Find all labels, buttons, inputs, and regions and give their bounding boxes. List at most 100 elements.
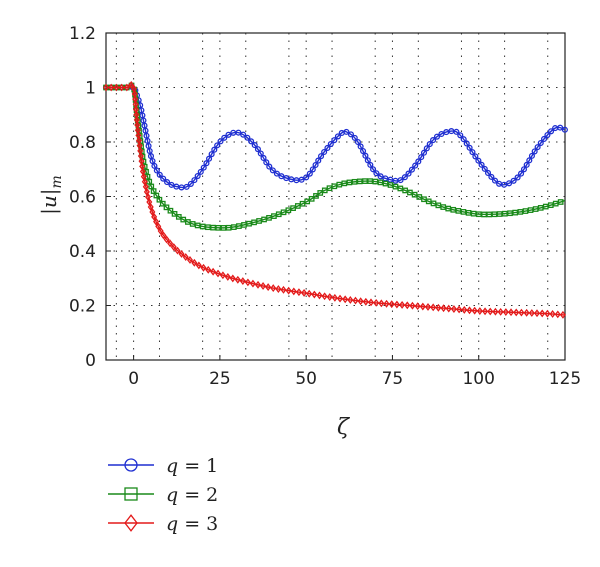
data-point [469, 149, 476, 156]
data-point [317, 153, 325, 160]
data-point [174, 246, 181, 255]
data-point [214, 142, 221, 149]
data-point [526, 157, 533, 164]
y-axis-label-sub: m [49, 175, 65, 188]
svg-text:|u|m: |u|m [37, 175, 65, 215]
data-point [315, 157, 322, 164]
data-point [561, 126, 568, 133]
data-point [412, 162, 419, 169]
data-point [306, 289, 313, 298]
data-point [466, 306, 473, 315]
data-point [534, 144, 541, 151]
legend-label-value: = 2 [178, 484, 218, 506]
data-point [476, 211, 482, 218]
data-point [102, 83, 110, 92]
data-point [419, 302, 426, 311]
data-point [531, 148, 538, 155]
data-point [270, 284, 277, 293]
data-point [367, 298, 375, 307]
series-3 [102, 80, 566, 319]
data-point [522, 208, 529, 214]
data-point [347, 296, 354, 304]
data-point [160, 175, 167, 182]
data-point [544, 309, 551, 318]
data-point [254, 280, 262, 289]
data-point [377, 179, 384, 186]
y-tick-label: 0.2 [69, 297, 96, 317]
x-axis: 0 25 50 75 100 125 [128, 355, 581, 389]
data-point [224, 273, 231, 281]
data-point [373, 170, 380, 177]
data-point [433, 133, 441, 140]
data-point [331, 137, 338, 144]
data-point [234, 275, 241, 284]
data-point [257, 150, 264, 157]
legend-label: q = 3 [166, 513, 218, 535]
data-point [512, 209, 519, 216]
data-point [163, 204, 170, 211]
data-point [408, 166, 415, 173]
legend: q = 1 q = 2 q = 3 [108, 455, 218, 535]
data-point [337, 294, 344, 303]
data-point [440, 304, 447, 313]
data-point [206, 155, 213, 162]
data-point [377, 173, 384, 180]
y-axis: 0 0.2 0.4 0.6 0.8 1 1.2 [69, 24, 111, 371]
data-point [481, 165, 488, 172]
series-markers [102, 80, 566, 319]
data-point [532, 206, 539, 212]
data-point [210, 267, 217, 276]
data-point [557, 199, 564, 205]
data-point [239, 277, 246, 286]
data-point [311, 290, 318, 299]
series-line [106, 84, 566, 316]
data-point [295, 288, 302, 297]
data-point [557, 124, 564, 131]
data-point [465, 209, 472, 216]
data-point [321, 292, 328, 301]
data-point [399, 300, 406, 309]
data-point [356, 178, 363, 185]
data-point [510, 177, 517, 184]
data-point [476, 307, 483, 315]
data-point [155, 222, 162, 231]
data-point [278, 173, 285, 180]
data-point [420, 149, 428, 156]
data-point [351, 178, 358, 185]
series-markers [103, 82, 564, 231]
data-point [378, 299, 385, 308]
data-point [549, 310, 556, 318]
data-point [205, 265, 212, 274]
x-tick-label: 50 [295, 369, 317, 389]
data-point [205, 224, 211, 231]
data-point [547, 128, 555, 135]
data-point [478, 161, 485, 168]
data-point [153, 217, 160, 226]
data-point [528, 152, 535, 159]
data-point [367, 178, 374, 184]
data-point [163, 235, 170, 244]
x-tick-label: 25 [209, 369, 231, 389]
data-point [266, 163, 273, 170]
data-point [554, 310, 561, 319]
data-point [160, 231, 167, 240]
data-point [539, 309, 546, 318]
data-point [197, 168, 204, 175]
data-point [309, 166, 316, 173]
data-point [438, 130, 445, 138]
legend-label-var: q [166, 513, 178, 535]
legend-item: q = 1 [108, 455, 218, 477]
data-point [401, 174, 408, 181]
data-point [514, 174, 521, 181]
data-point [491, 211, 498, 218]
data-point [326, 293, 333, 301]
data-point [460, 209, 467, 215]
data-point [240, 131, 247, 138]
data-point [481, 211, 487, 218]
series-layer [102, 80, 568, 319]
data-point [404, 301, 411, 310]
data-point [537, 139, 544, 147]
data-point [497, 307, 504, 316]
y-tick-label: 0.4 [69, 242, 96, 262]
data-point [327, 140, 334, 148]
